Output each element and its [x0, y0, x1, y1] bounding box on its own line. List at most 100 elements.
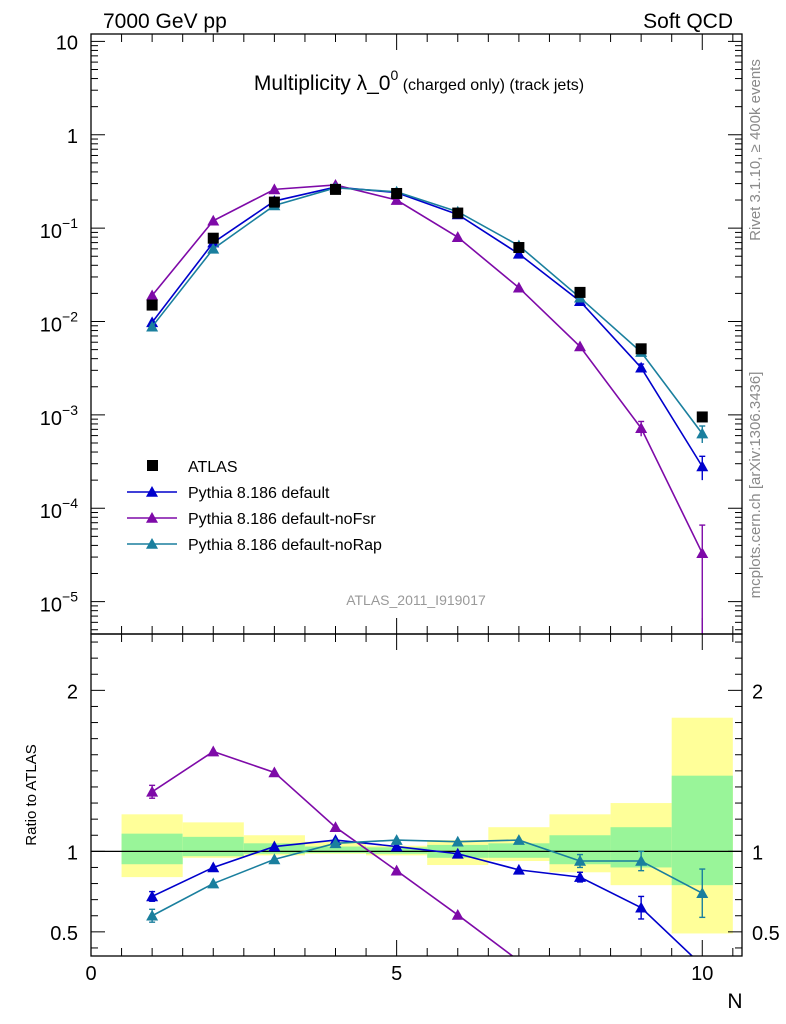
legend-label: Pythia 8.186 default [188, 485, 330, 502]
legend-marker [146, 512, 158, 523]
ratio-data-point [451, 835, 464, 847]
legend-marker [147, 460, 158, 471]
ratio-y-tick-label-left: 1 [67, 842, 78, 864]
ratio-data-point [512, 834, 525, 845]
data-point [574, 340, 587, 352]
ratio-data-point [574, 855, 587, 866]
legend-marker [146, 538, 158, 549]
data-point [451, 231, 464, 242]
ratio-data-point [635, 901, 648, 913]
x-tick-label: 10 [691, 963, 713, 985]
mcplots-label: mcplots.cern.ch [arXiv:1306.3436] [747, 372, 764, 599]
green-band [182, 836, 244, 857]
data-point [635, 422, 648, 433]
data-point [268, 183, 281, 195]
y-tick-label: 1 [67, 126, 78, 148]
ratio-y-axis-label: Ratio to ATLAS [23, 744, 40, 845]
y-tick-label: 10−5 [40, 589, 78, 617]
ratio-data-point [390, 840, 403, 852]
legend-label: ATLAS [188, 459, 238, 476]
main-panel: 10 1 10−1 10−2 10−3 10−4 10−5 Multiplicity λ_0… [40, 32, 743, 635]
data-point [696, 460, 709, 472]
plot-title: Multiplicity λ_00 (charged only) (track … [254, 67, 584, 95]
ratio-data-point [268, 853, 281, 865]
green-band [121, 833, 183, 865]
x-axis-label: N [727, 990, 742, 1013]
ratio-data-point [512, 863, 525, 875]
atlas-point [452, 207, 464, 219]
data-point [207, 242, 220, 254]
data-point [696, 427, 709, 439]
legend: ATLAS Pythia 8.186 default Pythia 8.186 de… [127, 459, 382, 554]
rivet-label: Rivet 3.1.10, ≥ 400k events [747, 59, 764, 241]
ratio-data-point [146, 909, 159, 921]
ratio-data-point [207, 745, 220, 757]
data-point [512, 281, 525, 293]
x-tick-label: 0 [85, 963, 96, 985]
ratio-data-point [635, 855, 648, 866]
plot-title-text: Multiplicity λ_00 (charged only) (track … [254, 67, 584, 95]
atlas-point [268, 196, 280, 208]
ratio-data-point [696, 887, 709, 899]
ratio-data-point [451, 847, 464, 859]
ratio-data-point [207, 861, 220, 873]
ratio-axis-ticks: 0.5 0.5 1 1 2 2 0 5 10 [50, 634, 780, 985]
y-tick-label: 10−2 [40, 309, 78, 337]
series-line [151, 184, 703, 554]
ratio-series-line [151, 839, 694, 956]
data-point [207, 214, 220, 226]
ratio-y-tick-label-right: 1 [752, 842, 763, 864]
atlas-point [146, 299, 158, 311]
green-band [304, 846, 367, 853]
main-plot-marks [146, 178, 709, 634]
y-tick-label: 10 [56, 32, 78, 54]
series-line [151, 186, 703, 467]
atlas-point [635, 343, 647, 355]
data-point [390, 194, 403, 205]
data-point [635, 361, 648, 373]
atlas-point [696, 411, 708, 423]
y-tick-label: 10−3 [40, 402, 78, 430]
legend-label: Pythia 8.186 default-noRap [188, 537, 382, 554]
x-tick-label: 5 [391, 963, 402, 985]
legend-marker [146, 486, 158, 497]
ratio-y-tick-label-left: 2 [67, 681, 78, 703]
ratio-panel: 0.5 0.5 1 1 2 2 0 5 10 Ratio to ATLAS N [23, 633, 780, 1013]
ratio-data-point [390, 834, 403, 845]
ratio-data-point [329, 821, 342, 832]
ratio-data-point [451, 908, 464, 920]
header-right: Soft QCD [643, 10, 733, 33]
ratio-plot-frame [90, 633, 743, 957]
data-point [696, 547, 709, 559]
atlas-point [513, 242, 525, 254]
legend-label: Pythia 8.186 default-noFsr [188, 511, 376, 528]
ratio-plot-marks [146, 745, 709, 956]
ratio-series-line [151, 839, 703, 917]
atlas-point [574, 286, 586, 298]
ratio-data-point [268, 840, 281, 852]
ratio-series-line [151, 750, 514, 956]
ratio-y-tick-label-right: 0.5 [752, 923, 780, 945]
green-band [488, 843, 550, 858]
ratio-y-tick-label-right: 2 [752, 681, 763, 703]
ratio-data-point [390, 864, 403, 876]
y-tick-label: 10−4 [40, 495, 78, 523]
ratio-data-point [207, 877, 220, 889]
analysis-label: ATLAS_2011_I919017 [346, 592, 486, 608]
data-point [512, 247, 525, 259]
main-y-axis-ticks: 10 1 10−1 10−2 10−3 10−4 10−5 [40, 32, 742, 634]
ratio-data-point [268, 766, 281, 778]
ratio-data-point [574, 871, 587, 882]
atlas-point [207, 232, 219, 244]
ratio-data-point [329, 837, 342, 849]
y-tick-label: 10−1 [40, 215, 78, 243]
green-band [671, 775, 733, 886]
ratio-data-point [146, 785, 159, 797]
ratio-data-point [146, 890, 159, 902]
series-line [151, 187, 703, 435]
ratio-y-tick-label-left: 0.5 [50, 923, 78, 945]
data-point [146, 320, 159, 332]
atlas-point [330, 183, 342, 195]
atlas-point [391, 187, 403, 199]
